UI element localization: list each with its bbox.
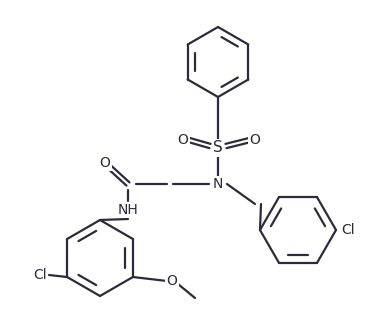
Text: NH: NH xyxy=(118,203,138,217)
Text: N: N xyxy=(213,177,223,191)
Text: S: S xyxy=(213,141,223,156)
Text: O: O xyxy=(166,274,177,288)
Text: O: O xyxy=(250,133,261,147)
Text: O: O xyxy=(100,156,111,170)
Text: Cl: Cl xyxy=(33,268,47,282)
Text: O: O xyxy=(177,133,188,147)
Text: Cl: Cl xyxy=(341,223,355,237)
